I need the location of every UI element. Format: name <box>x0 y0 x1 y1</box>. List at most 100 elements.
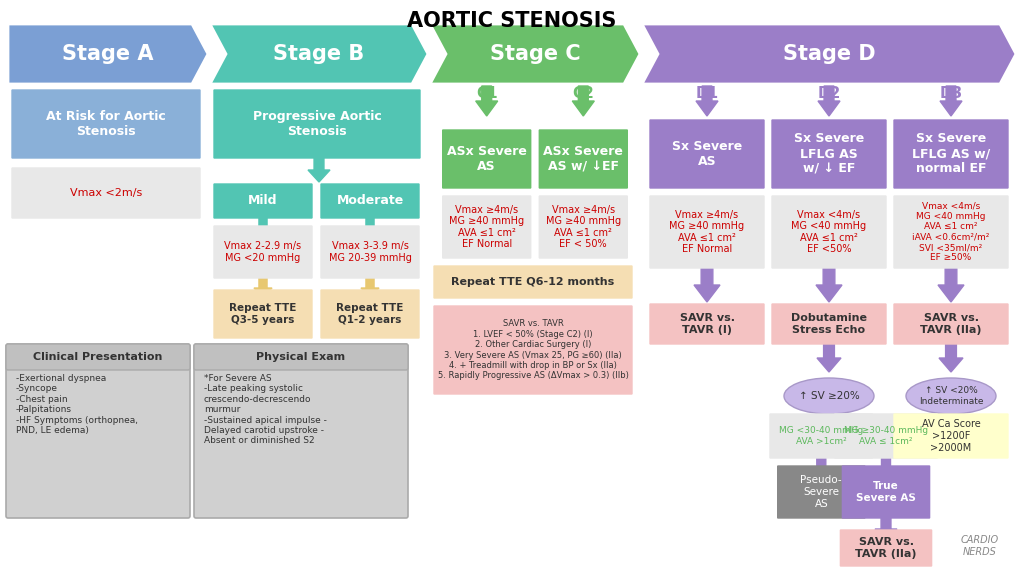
Text: Repeat TTE Q6-12 months: Repeat TTE Q6-12 months <box>452 277 614 287</box>
Text: Dobutamine
Stress Echo: Dobutamine Stress Echo <box>791 313 867 335</box>
FancyBboxPatch shape <box>650 196 764 268</box>
Polygon shape <box>696 86 718 116</box>
Text: SAVR vs.
TAVR (IIa): SAVR vs. TAVR (IIa) <box>855 537 916 559</box>
Text: Clinical Presentation: Clinical Presentation <box>34 352 163 362</box>
Text: Vmax 3-3.9 m/s
MG 20-39 mmHg: Vmax 3-3.9 m/s MG 20-39 mmHg <box>329 241 412 263</box>
FancyBboxPatch shape <box>772 196 886 268</box>
FancyBboxPatch shape <box>6 344 190 370</box>
FancyBboxPatch shape <box>214 90 420 158</box>
Text: Vmax ≥4m/s
MG ≥40 mmHg
AVA ≤1 cm²
EF Normal: Vmax ≥4m/s MG ≥40 mmHg AVA ≤1 cm² EF Nor… <box>450 204 524 249</box>
Text: SAVR vs.
TAVR (IIa): SAVR vs. TAVR (IIa) <box>921 313 982 335</box>
Polygon shape <box>694 268 720 302</box>
Ellipse shape <box>784 378 874 414</box>
Text: Vmax <4m/s
MG <40 mmHg
AVA ≤1 cm²
iAVA <0.6cm²/m²
SVI <35ml/m²
EF ≥50%: Vmax <4m/s MG <40 mmHg AVA ≤1 cm² iAVA <… <box>912 202 989 263</box>
Text: ASx Severe
AS: ASx Severe AS <box>446 145 526 173</box>
FancyBboxPatch shape <box>442 196 530 258</box>
FancyBboxPatch shape <box>194 344 408 518</box>
Polygon shape <box>361 278 379 298</box>
Polygon shape <box>818 86 840 116</box>
Text: D1: D1 <box>695 86 719 101</box>
Text: Vmax <2m/s: Vmax <2m/s <box>70 188 142 198</box>
FancyBboxPatch shape <box>540 130 628 188</box>
Polygon shape <box>642 24 1016 84</box>
Polygon shape <box>817 344 841 372</box>
FancyBboxPatch shape <box>894 414 1008 458</box>
FancyBboxPatch shape <box>321 226 419 278</box>
FancyBboxPatch shape <box>434 306 632 394</box>
Polygon shape <box>876 458 896 476</box>
FancyBboxPatch shape <box>321 184 419 218</box>
Polygon shape <box>816 268 842 302</box>
Text: ↑ SV <20%
Indeterminate: ↑ SV <20% Indeterminate <box>919 386 983 406</box>
Text: Vmax ≥4m/s
MG ≥40 mmHg
AVA ≤1 cm²
EF < 50%: Vmax ≥4m/s MG ≥40 mmHg AVA ≤1 cm² EF < 5… <box>546 204 621 249</box>
Polygon shape <box>572 86 594 116</box>
Text: SAVR vs.
TAVR (I): SAVR vs. TAVR (I) <box>680 313 734 335</box>
FancyBboxPatch shape <box>894 196 1008 268</box>
FancyBboxPatch shape <box>321 290 419 338</box>
Polygon shape <box>308 158 330 182</box>
Text: SAVR vs. TAVR
1. LVEF < 50% (Stage C2) (I)
2. Other Cardiac Surgery (I)
3. Very : SAVR vs. TAVR 1. LVEF < 50% (Stage C2) (… <box>437 320 629 381</box>
Text: Physical Exam: Physical Exam <box>256 352 345 362</box>
Text: AORTIC STENOSIS: AORTIC STENOSIS <box>408 11 616 31</box>
Text: -Exertional dyspnea
-Syncope
-Chest pain
-Palpitations
-HF Symptoms (orthopnea,
: -Exertional dyspnea -Syncope -Chest pain… <box>16 374 138 435</box>
FancyBboxPatch shape <box>770 414 872 458</box>
Text: C1: C1 <box>476 86 498 101</box>
Text: Stage A: Stage A <box>62 44 154 64</box>
Text: Stage D: Stage D <box>782 44 876 64</box>
Text: Pseudo-
Severe
AS: Pseudo- Severe AS <box>801 475 842 509</box>
Text: D3: D3 <box>939 86 963 101</box>
Polygon shape <box>254 278 272 298</box>
Text: At Risk for Aortic
Stenosis: At Risk for Aortic Stenosis <box>46 110 166 138</box>
FancyBboxPatch shape <box>214 290 312 338</box>
FancyBboxPatch shape <box>841 530 932 566</box>
Text: Moderate: Moderate <box>336 195 403 207</box>
Polygon shape <box>8 24 208 84</box>
FancyBboxPatch shape <box>214 226 312 278</box>
FancyBboxPatch shape <box>777 466 865 518</box>
Polygon shape <box>254 218 272 238</box>
Polygon shape <box>874 518 897 540</box>
Text: Stage B: Stage B <box>273 44 365 64</box>
Text: Sx Severe
AS: Sx Severe AS <box>672 140 742 168</box>
Text: ASx Severe
AS w/ ↓EF: ASx Severe AS w/ ↓EF <box>544 145 624 173</box>
Text: Stage C: Stage C <box>489 44 581 64</box>
Text: Progressive Aortic
Stenosis: Progressive Aortic Stenosis <box>253 110 381 138</box>
FancyBboxPatch shape <box>442 130 530 188</box>
Text: CARDIO
NERDS: CARDIO NERDS <box>961 535 999 557</box>
Text: C2: C2 <box>572 86 594 101</box>
FancyBboxPatch shape <box>772 304 886 344</box>
Text: Sx Severe
LFLG AS
w/ ↓ EF: Sx Severe LFLG AS w/ ↓ EF <box>794 132 864 176</box>
FancyBboxPatch shape <box>12 168 200 218</box>
FancyBboxPatch shape <box>650 304 764 344</box>
Text: ↑ SV ≥20%: ↑ SV ≥20% <box>799 391 859 401</box>
Text: *For Severe AS
-Late peaking systolic
crescendo-decrescendo
murmur
-Sustained ap: *For Severe AS -Late peaking systolic cr… <box>204 374 327 445</box>
Text: True
Severe AS: True Severe AS <box>856 481 915 503</box>
Ellipse shape <box>906 378 996 414</box>
Polygon shape <box>430 24 640 84</box>
Polygon shape <box>939 344 963 372</box>
FancyBboxPatch shape <box>194 344 408 370</box>
Text: Vmax ≥4m/s
MG ≥40 mmHg
AVA ≤1 cm²
EF Normal: Vmax ≥4m/s MG ≥40 mmHg AVA ≤1 cm² EF Nor… <box>670 210 744 255</box>
Polygon shape <box>938 268 964 302</box>
FancyBboxPatch shape <box>6 344 190 518</box>
FancyBboxPatch shape <box>650 120 764 188</box>
Text: MG <30-40 mmHg
AVA >1cm²: MG <30-40 mmHg AVA >1cm² <box>779 426 863 446</box>
Polygon shape <box>811 458 831 476</box>
Text: Mild: Mild <box>248 195 278 207</box>
Text: Vmax <4m/s
MG <40 mmHg
AVA ≤1 cm²
EF <50%: Vmax <4m/s MG <40 mmHg AVA ≤1 cm² EF <50… <box>792 210 866 255</box>
Text: Repeat TTE
Q1-2 years: Repeat TTE Q1-2 years <box>336 303 403 325</box>
FancyBboxPatch shape <box>835 414 937 458</box>
Polygon shape <box>210 24 428 84</box>
Polygon shape <box>476 86 498 116</box>
Text: Sx Severe
LFLG AS w/
normal EF: Sx Severe LFLG AS w/ normal EF <box>912 132 990 176</box>
FancyBboxPatch shape <box>894 120 1008 188</box>
FancyBboxPatch shape <box>434 266 632 298</box>
Text: D2: D2 <box>817 86 841 101</box>
FancyBboxPatch shape <box>214 184 312 218</box>
Polygon shape <box>940 86 962 116</box>
Text: MG ≥30-40 mmHg
AVA ≤ 1cm²: MG ≥30-40 mmHg AVA ≤ 1cm² <box>844 426 928 446</box>
Text: Repeat TTE
Q3-5 years: Repeat TTE Q3-5 years <box>229 303 297 325</box>
Text: AV Ca Score
>1200F
>2000M: AV Ca Score >1200F >2000M <box>922 419 980 453</box>
FancyBboxPatch shape <box>12 90 200 158</box>
FancyBboxPatch shape <box>772 120 886 188</box>
